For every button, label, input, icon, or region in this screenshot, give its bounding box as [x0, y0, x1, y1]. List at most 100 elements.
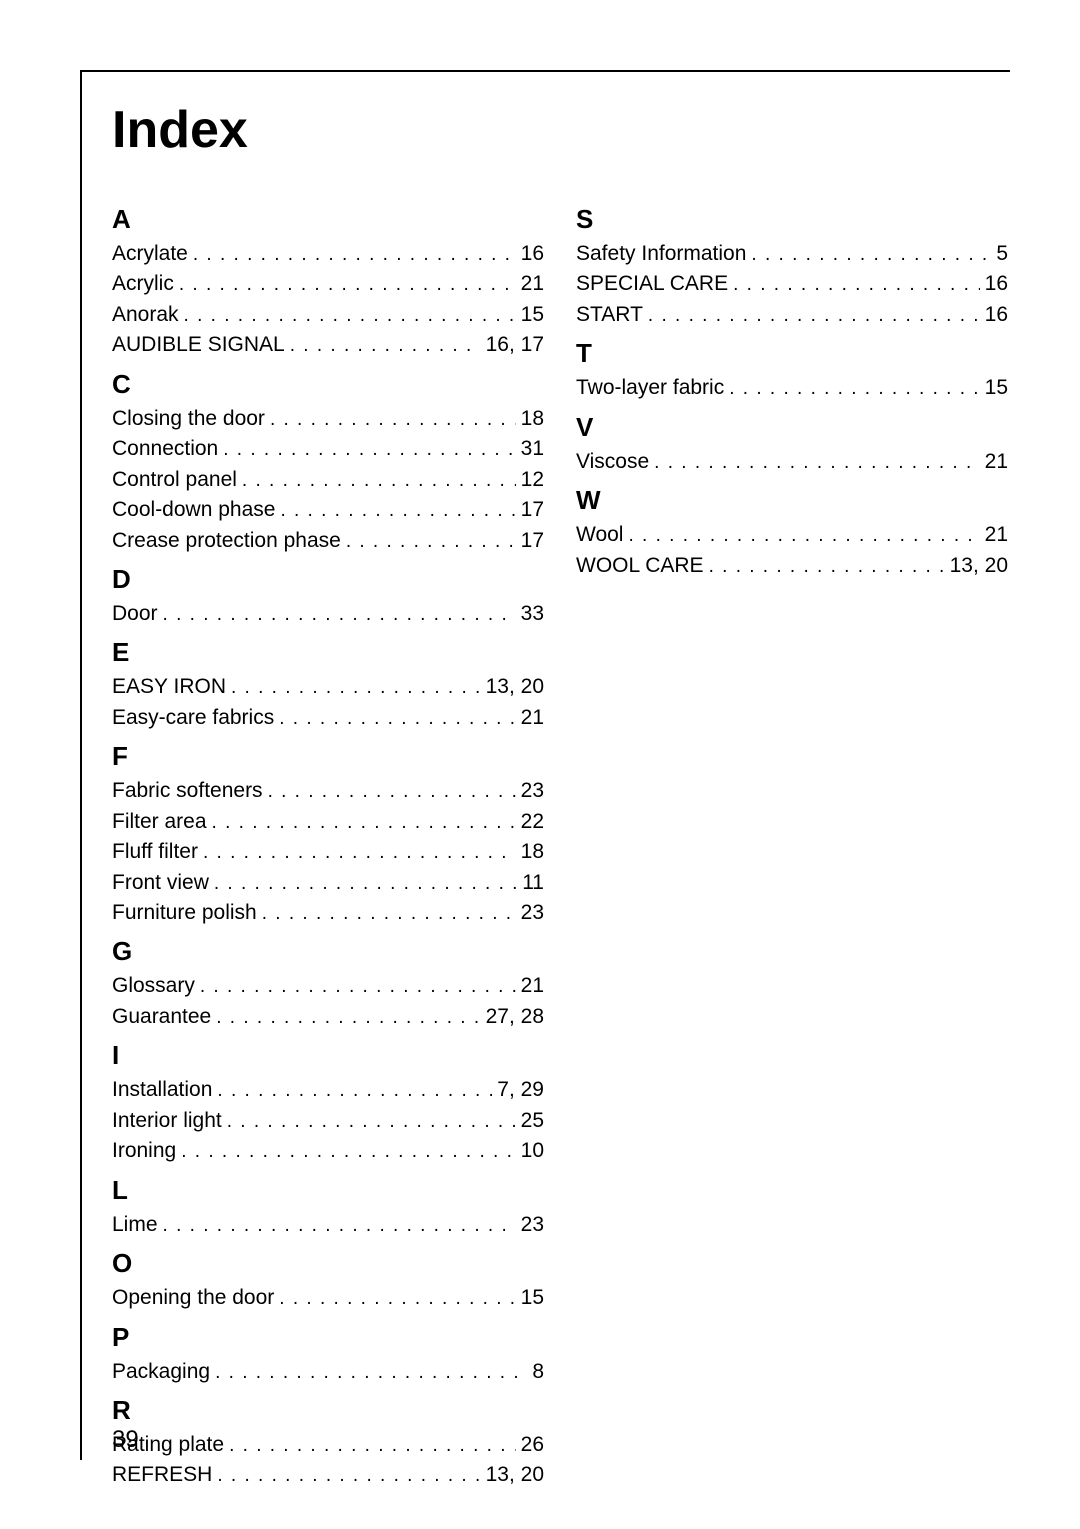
entry-label: WOOL CARE [576, 551, 704, 581]
entry-page: 16, 17 [486, 330, 544, 360]
dot-leader: . . . . . . . . . . . . . . . . . . . . … [279, 1285, 515, 1313]
entry-page: 18 [521, 404, 544, 434]
index-entry: Wool. . . . . . . . . . . . . . . . . . … [576, 520, 1008, 550]
entry-page: 25 [521, 1106, 544, 1136]
dot-leader: . . . . . . . . . . . . . . . . . . . . … [193, 241, 516, 269]
entry-page: 33 [521, 599, 544, 629]
dot-leader: . . . . . . . . . . . . . . . . . . . . … [648, 302, 980, 330]
index-entry: Viscose. . . . . . . . . . . . . . . . .… [576, 447, 1008, 477]
dot-leader: . . . . . . . . . . . . . . . . . . . . … [214, 870, 517, 898]
dot-leader: . . . . . . . . . . . . . . . . . . . . … [231, 674, 481, 702]
entry-label: Safety Information [576, 239, 746, 269]
entry-label: Connection [112, 434, 218, 464]
index-entry: Connection. . . . . . . . . . . . . . . … [112, 434, 544, 464]
dot-leader: . . . . . . . . . . . . . . . . . . . . … [279, 705, 515, 733]
dot-leader: . . . . . . . . . . . . . . . . . . . . … [729, 375, 979, 403]
entry-label: START [576, 300, 643, 330]
index-entry: Control panel. . . . . . . . . . . . . .… [112, 465, 544, 495]
entry-page: 22 [521, 807, 544, 837]
dot-leader: . . . . . . . . . . . . . . . . . . . . … [270, 406, 516, 434]
index-entry: Opening the door. . . . . . . . . . . . … [112, 1283, 544, 1313]
entry-label: Front view [112, 868, 209, 898]
dot-leader: . . . . . . . . . . . . . . . . . . . . … [709, 553, 945, 581]
entry-page: 8 [532, 1357, 544, 1387]
entry-page: 16 [521, 239, 544, 269]
entry-page: 12 [521, 465, 544, 495]
index-entry: START. . . . . . . . . . . . . . . . . .… [576, 300, 1008, 330]
entry-label: Acrylate [112, 239, 188, 269]
entry-page: 17 [521, 526, 544, 556]
entry-label: REFRESH [112, 1460, 212, 1490]
entry-label: Fabric softeners [112, 776, 263, 806]
entry-page: 5 [996, 239, 1008, 269]
entry-label: Installation [112, 1075, 212, 1105]
dot-leader: . . . . . . . . . . . . . . . . . . . . … [184, 302, 516, 330]
entry-page: 23 [521, 1210, 544, 1240]
entry-label: AUDIBLE SIGNAL [112, 330, 285, 360]
index-column-right: SSafety Information. . . . . . . . . . .… [576, 196, 1008, 1491]
dot-leader: . . . . . . . . . . . . . . . . . . . . … [179, 271, 516, 299]
entry-label: Viscose [576, 447, 649, 477]
index-entry: Closing the door. . . . . . . . . . . . … [112, 404, 544, 434]
section-letter: D [112, 564, 544, 595]
entry-label: Guarantee [112, 1002, 211, 1032]
index-entry: Acrylate. . . . . . . . . . . . . . . . … [112, 239, 544, 269]
index-entry: Easy-care fabrics. . . . . . . . . . . .… [112, 703, 544, 733]
entry-page: 21 [521, 971, 544, 1001]
index-entry: Glossary. . . . . . . . . . . . . . . . … [112, 971, 544, 1001]
entry-page: 15 [521, 300, 544, 330]
section-letter: V [576, 412, 1008, 443]
entry-page: 7, 29 [497, 1075, 544, 1105]
entry-label: Easy-care fabrics [112, 703, 274, 733]
dot-leader: . . . . . . . . . . . . . . . . . . . . … [268, 778, 516, 806]
entry-label: Door [112, 599, 158, 629]
section-letter: E [112, 637, 544, 668]
entry-page: 23 [521, 898, 544, 928]
entry-page: 31 [521, 434, 544, 464]
index-entry: Installation. . . . . . . . . . . . . . … [112, 1075, 544, 1105]
entry-label: Furniture polish [112, 898, 257, 928]
section-letter: W [576, 485, 1008, 516]
entry-page: 18 [521, 837, 544, 867]
entry-label: Two-layer fabric [576, 373, 724, 403]
dot-leader: . . . . . . . . . . . . . . . . . . . . … [200, 973, 516, 1001]
entry-page: 17 [521, 495, 544, 525]
entry-page: 16 [985, 269, 1008, 299]
entry-label: Fluff filter [112, 837, 198, 867]
entry-page: 26 [521, 1430, 544, 1460]
entry-label: Anorak [112, 300, 179, 330]
entry-label: SPECIAL CARE [576, 269, 728, 299]
entry-label: Glossary [112, 971, 195, 1001]
entry-label: Filter area [112, 807, 207, 837]
dot-leader: . . . . . . . . . . . . . . . . . . . . … [217, 1077, 492, 1105]
entry-page: 21 [521, 269, 544, 299]
index-entry: Interior light. . . . . . . . . . . . . … [112, 1106, 544, 1136]
index-entry: SPECIAL CARE. . . . . . . . . . . . . . … [576, 269, 1008, 299]
dot-leader: . . . . . . . . . . . . . . . . . . . . … [217, 1462, 480, 1490]
dot-leader: . . . . . . . . . . . . . . . . . . . . … [229, 1432, 516, 1460]
entry-label: EASY IRON [112, 672, 226, 702]
dot-leader: . . . . . . . . . . . . . . . . . . . . … [163, 601, 516, 629]
index-entry: Furniture polish. . . . . . . . . . . . … [112, 898, 544, 928]
section-letter: T [576, 338, 1008, 369]
index-entry: Two-layer fabric. . . . . . . . . . . . … [576, 373, 1008, 403]
section-letter: I [112, 1040, 544, 1071]
entry-label: Packaging [112, 1357, 210, 1387]
entry-label: Lime [112, 1210, 158, 1240]
section-letter: F [112, 741, 544, 772]
entry-page: 21 [985, 520, 1008, 550]
entry-label: Cool-down phase [112, 495, 275, 525]
page-content: Index AAcrylate. . . . . . . . . . . . .… [112, 100, 992, 1491]
dot-leader: . . . . . . . . . . . . . . . . . . . . … [280, 497, 515, 525]
index-entry: Anorak. . . . . . . . . . . . . . . . . … [112, 300, 544, 330]
index-entry: Fluff filter. . . . . . . . . . . . . . … [112, 837, 544, 867]
entry-label: Control panel [112, 465, 237, 495]
index-column-left: AAcrylate. . . . . . . . . . . . . . . .… [112, 196, 544, 1491]
entry-label: Closing the door [112, 404, 265, 434]
entry-page: 10 [521, 1136, 544, 1166]
entry-page: 27, 28 [486, 1002, 544, 1032]
section-letter: A [112, 204, 544, 235]
dot-leader: . . . . . . . . . . . . . . . . . . . . … [163, 1212, 516, 1240]
page-number: 39 [112, 1426, 139, 1454]
dot-leader: . . . . . . . . . . . . . . . . . . . . … [181, 1138, 515, 1166]
